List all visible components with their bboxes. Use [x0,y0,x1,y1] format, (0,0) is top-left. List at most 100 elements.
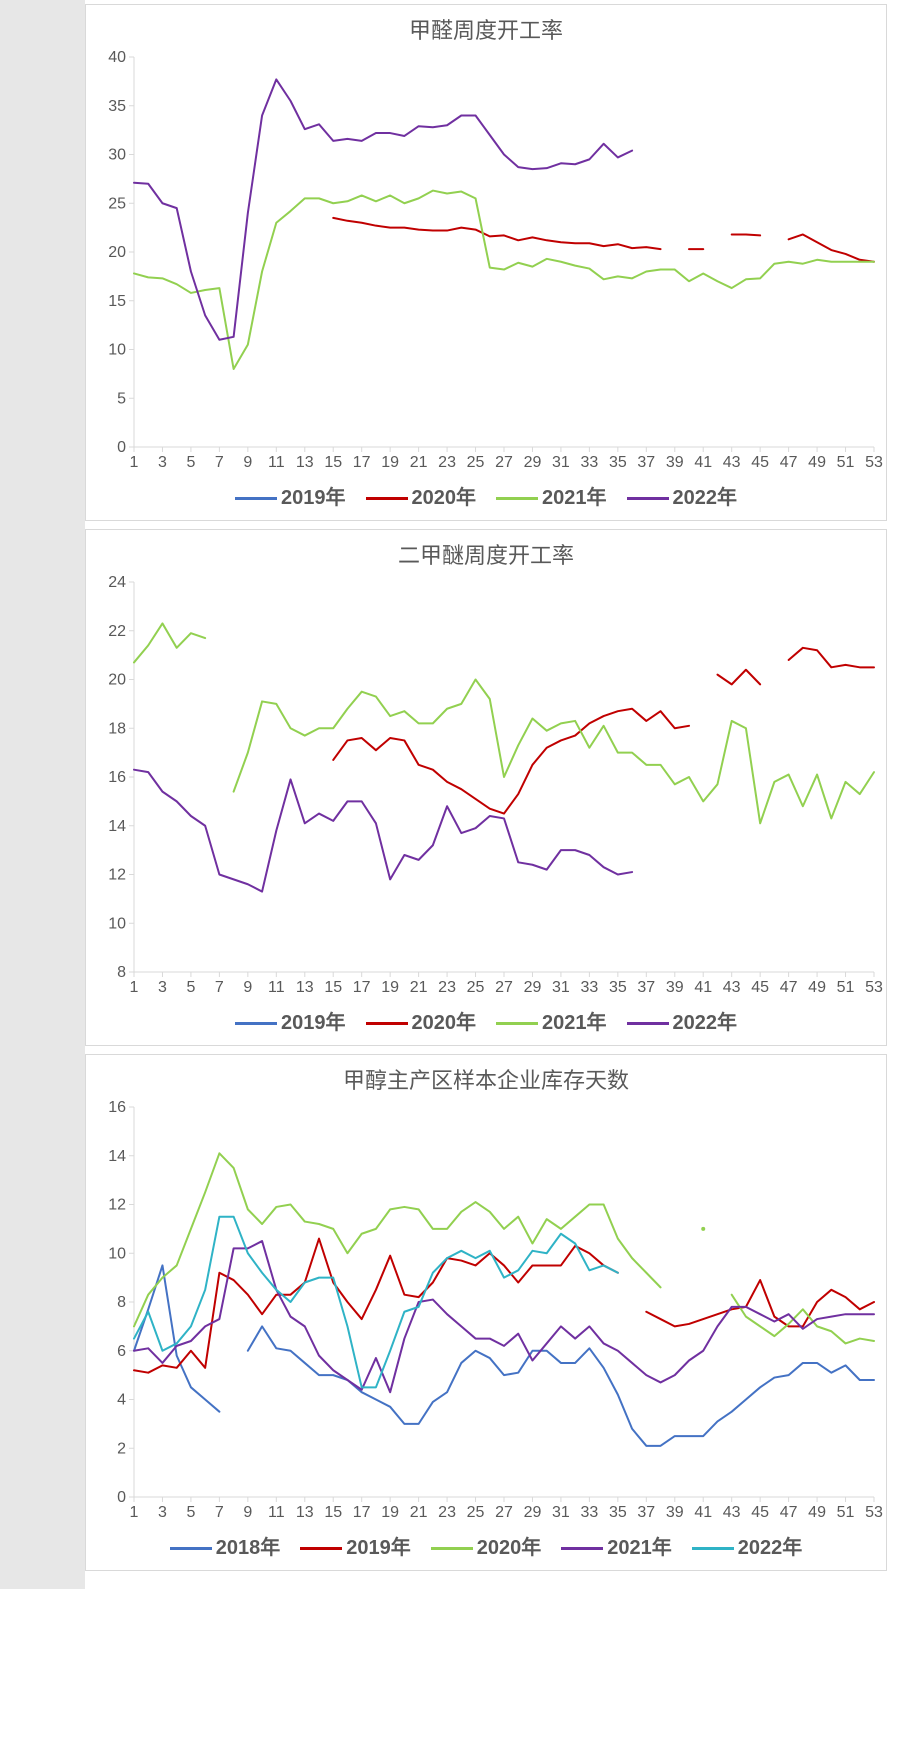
legend-item: 2019年 [300,1531,411,1560]
legend-item: 2018年 [170,1531,281,1560]
svg-text:8: 8 [117,964,126,981]
svg-text:41: 41 [694,979,712,996]
svg-text:35: 35 [609,454,627,471]
svg-text:11: 11 [268,1504,285,1521]
chart-2-block: 二甲醚周度开工率 8101214161820222413579111315171… [85,529,887,1046]
legend-item: 2020年 [366,1006,477,1035]
svg-text:5: 5 [186,1504,195,1521]
svg-text:18: 18 [108,720,126,737]
svg-text:3: 3 [158,454,167,471]
chart-3-block: 甲醇主产区样本企业库存天数 02468101214161357911131517… [85,1054,887,1571]
svg-text:16: 16 [108,769,126,786]
svg-text:49: 49 [808,454,826,471]
svg-text:25: 25 [467,979,485,996]
svg-text:53: 53 [865,979,883,996]
svg-text:53: 53 [865,454,883,471]
svg-text:37: 37 [637,979,655,996]
legend-label: 2022年 [673,487,738,509]
svg-text:43: 43 [723,979,741,996]
svg-text:11: 11 [268,979,285,996]
svg-text:31: 31 [552,1504,570,1521]
svg-text:27: 27 [495,454,513,471]
svg-text:19: 19 [381,979,399,996]
legend-label: 2019年 [281,487,346,509]
legend-item: 2022年 [692,1531,803,1560]
svg-text:27: 27 [495,1504,513,1521]
legend-item: 2021年 [496,1006,607,1035]
legend-line-icon [496,1022,538,1025]
chart-1-legend: 2019年2020年2021年2022年 [86,477,886,520]
svg-text:10: 10 [108,1245,126,1262]
legend-line-icon [627,497,669,500]
svg-text:49: 49 [808,979,826,996]
svg-text:43: 43 [723,454,741,471]
svg-text:33: 33 [580,979,598,996]
svg-text:4: 4 [117,1392,126,1409]
svg-text:8: 8 [117,1294,126,1311]
svg-text:9: 9 [243,454,252,471]
svg-text:9: 9 [243,979,252,996]
chart-3-svg: 0246810121416135791113151719212325272931… [86,1097,886,1527]
svg-text:3: 3 [158,1504,167,1521]
charts-column: 甲醛周度开工率 05101520253035401357911131517192… [85,0,904,1589]
legend-item: 2020年 [431,1531,542,1560]
chart-3-title: 甲醇主产区样本企业库存天数 [86,1055,886,1097]
legend-item: 2019年 [235,1006,346,1035]
svg-text:37: 37 [637,1504,655,1521]
svg-text:40: 40 [108,49,126,66]
svg-text:15: 15 [108,293,126,310]
svg-text:10: 10 [108,915,126,932]
svg-text:29: 29 [524,979,542,996]
legend-label: 2022年 [673,1012,738,1034]
svg-text:24: 24 [108,574,126,591]
legend-line-icon [431,1547,473,1550]
svg-text:41: 41 [694,1504,712,1521]
legend-label: 2022年 [738,1537,803,1559]
legend-line-icon [235,1022,277,1025]
svg-text:5: 5 [186,454,195,471]
legend-item: 2022年 [627,1006,738,1035]
svg-text:21: 21 [410,979,428,996]
chart-2-svg: 8101214161820222413579111315171921232527… [86,572,886,1002]
svg-text:22: 22 [108,623,126,640]
svg-text:47: 47 [780,454,798,471]
svg-text:35: 35 [609,1504,627,1521]
svg-text:21: 21 [410,454,428,471]
svg-text:31: 31 [552,454,570,471]
legend-line-icon [627,1022,669,1025]
svg-text:51: 51 [837,454,855,471]
svg-text:41: 41 [694,454,712,471]
svg-text:14: 14 [108,818,126,835]
svg-text:35: 35 [108,98,126,115]
chart-2-title: 二甲醚周度开工率 [86,530,886,572]
svg-text:20: 20 [108,672,126,689]
legend-line-icon [366,497,408,500]
svg-text:47: 47 [780,1504,798,1521]
legend-label: 2019年 [346,1537,411,1559]
legend-label: 2018年 [216,1537,281,1559]
svg-text:14: 14 [108,1148,126,1165]
svg-text:45: 45 [751,979,769,996]
svg-text:23: 23 [438,979,456,996]
svg-text:3: 3 [158,979,167,996]
chart-1-svg: 0510152025303540135791113151719212325272… [86,47,886,477]
svg-text:7: 7 [215,1504,224,1521]
svg-text:45: 45 [751,1504,769,1521]
legend-line-icon [170,1547,212,1550]
svg-text:43: 43 [723,1504,741,1521]
legend-label: 2019年 [281,1012,346,1034]
svg-text:5: 5 [117,390,126,407]
svg-text:29: 29 [524,1504,542,1521]
svg-text:23: 23 [438,1504,456,1521]
svg-text:1: 1 [130,979,139,996]
svg-text:25: 25 [467,1504,485,1521]
svg-text:5: 5 [186,979,195,996]
svg-text:29: 29 [524,454,542,471]
svg-text:13: 13 [296,1504,314,1521]
svg-text:39: 39 [666,454,684,471]
svg-text:37: 37 [637,454,655,471]
legend-label: 2020年 [412,1012,477,1034]
svg-text:15: 15 [324,979,342,996]
chart-1-title: 甲醛周度开工率 [86,5,886,47]
legend-label: 2020年 [477,1537,542,1559]
